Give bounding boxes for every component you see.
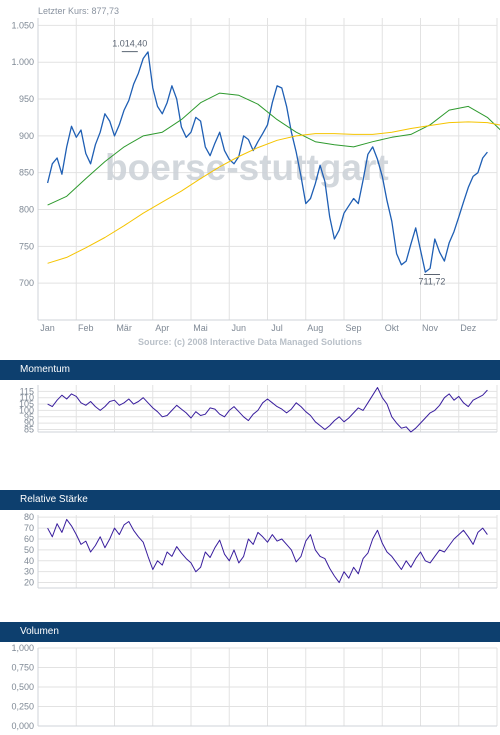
x-tick-label: Apr [155, 323, 169, 333]
y-tick-label: 105 [19, 399, 34, 409]
y-tick-label: 850 [19, 168, 34, 178]
y-tick-label: 20 [24, 578, 34, 588]
x-tick-label: Sep [346, 323, 362, 333]
y-tick-label: 80 [24, 512, 34, 522]
y-tick-label: 70 [24, 523, 34, 533]
x-tick-label: Aug [307, 323, 323, 333]
x-tick-label: Okt [385, 323, 400, 333]
volume-grid [37, 647, 498, 727]
y-tick-label: 30 [24, 567, 34, 577]
y-tick-label: 900 [19, 131, 34, 141]
series-line-indicator [47, 387, 488, 433]
y-tick-label: 0,250 [11, 702, 34, 712]
volume-y-axis: 1,000 0,750 0,500 0,250 0,000 [11, 643, 34, 731]
y-tick-label: 800 [19, 205, 34, 215]
y-tick-label: 0,500 [11, 682, 34, 692]
last-price-label: Letzter Kurs: 877,73 [38, 6, 119, 16]
y-tick-label: 110 [20, 393, 34, 403]
series-line-price [46, 51, 488, 273]
y-tick-label: 60 [24, 534, 34, 544]
y-tick-label: 40 [24, 556, 34, 566]
y-tick-label: 1,000 [11, 643, 34, 653]
x-tick-label: Jun [232, 323, 247, 333]
x-tick-label: Jul [271, 323, 283, 333]
rsi-header: Relative Stärke [0, 490, 500, 510]
x-tick-label: Mai [193, 323, 208, 333]
price-chart-grid [37, 18, 498, 321]
series-line-ma-long [47, 121, 500, 264]
watermark: boerse-stuttgart [105, 147, 389, 188]
y-tick-label: 700 [19, 278, 34, 288]
momentum-grid [37, 385, 498, 433]
rsi-grid [37, 515, 498, 589]
annotation-label: 1.014,40 [112, 39, 147, 49]
x-tick-label: Feb [78, 323, 94, 333]
annotation-label: 711,72 [419, 277, 446, 287]
rsi-series [47, 518, 488, 584]
series-line-ma-short [47, 92, 500, 206]
x-tick-label: Jan [40, 323, 55, 333]
source-note: Source: (c) 2008 Interactive Data Manage… [138, 337, 362, 347]
price-chart-annotations: 1.014,40 711,72 [112, 39, 445, 287]
y-tick-label: 1.050 [11, 20, 34, 30]
price-y-axis: 1.050 1.000 950 900 850 800 750 700 [11, 20, 34, 288]
y-tick-label: 115 [20, 386, 34, 396]
y-tick-label: 750 [19, 241, 34, 251]
price-chart-series [46, 51, 500, 273]
y-tick-label: 90 [24, 418, 34, 428]
y-tick-label: 100 [19, 405, 34, 415]
volume-chart: 1,000 0,750 0,500 0,250 0,000 [11, 643, 498, 731]
x-tick-label: Dez [460, 323, 477, 333]
y-tick-label: 0,750 [11, 663, 34, 673]
x-tick-label: Mär [116, 323, 132, 333]
momentum-series [47, 387, 488, 433]
y-tick-label: 1.000 [11, 57, 34, 67]
volume-header: Volumen [0, 622, 500, 642]
series-line-indicator [47, 518, 488, 584]
x-tick-label: Nov [422, 323, 439, 333]
momentum-header: Momentum [0, 360, 500, 380]
y-tick-label: 50 [24, 545, 34, 555]
y-tick-label: 95 [24, 412, 34, 422]
y-tick-label: 85 [24, 424, 34, 434]
price-x-axis: Jan Feb Mär Apr Mai Jun Jul Aug Sep Okt Nov Dez [40, 323, 477, 333]
y-tick-label: 0,000 [11, 721, 34, 731]
y-tick-label: 950 [19, 94, 34, 104]
